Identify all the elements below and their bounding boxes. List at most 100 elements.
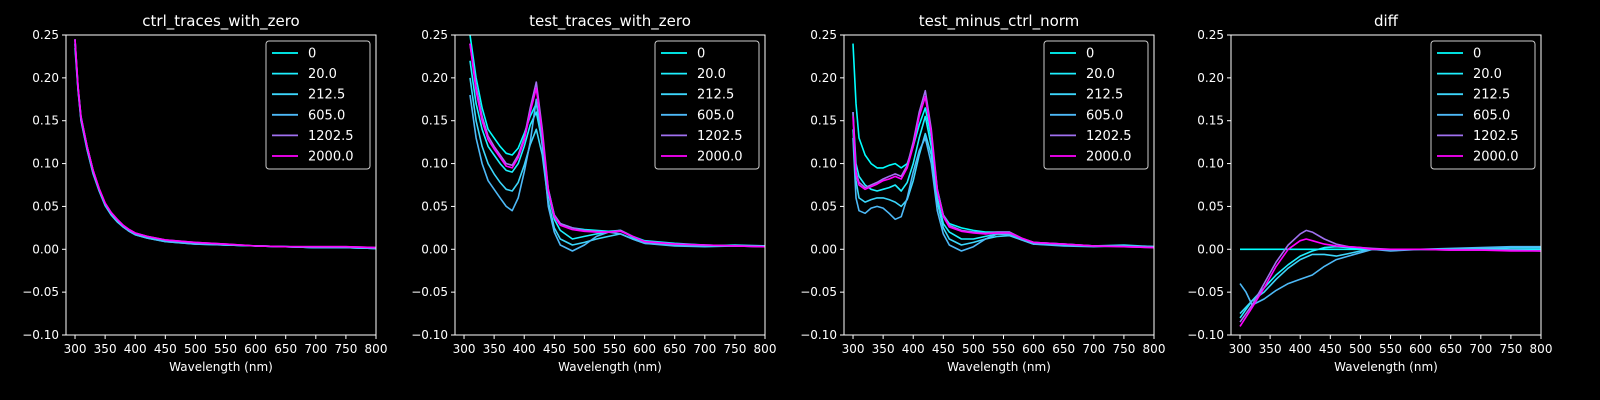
legend-label: 2000.0	[1086, 150, 1132, 165]
y-tick-label: −0.05	[22, 285, 59, 299]
x-tick-label: 450	[932, 342, 955, 356]
y-tick-label: 0.25	[1197, 28, 1224, 42]
series-line-605.0	[469, 94, 765, 252]
y-tick-label: 0.05	[421, 199, 448, 213]
x-axis-label: Wavelength (nm)	[1334, 360, 1438, 374]
y-tick-label: 0.25	[810, 28, 837, 42]
x-tick-label: 750	[334, 342, 357, 356]
x-tick-label: 300	[64, 342, 87, 356]
x-tick-label: 350	[1259, 342, 1282, 356]
legend-label: 1202.5	[1473, 129, 1519, 144]
y-tick-label: 0.10	[421, 157, 448, 171]
legend-label: 0	[697, 47, 705, 62]
x-tick-label: 650	[663, 342, 686, 356]
legend-label: 20.0	[308, 67, 337, 82]
legend-label: 605.0	[697, 108, 734, 123]
x-tick-label: 600	[1022, 342, 1045, 356]
x-tick-label: 700	[1469, 342, 1492, 356]
series-line-2000.0	[852, 95, 1154, 249]
legend-label: 605.0	[308, 108, 345, 123]
x-tick-label: 650	[1052, 342, 1075, 356]
x-tick-label: 600	[244, 342, 267, 356]
series-line-212.5	[1239, 246, 1541, 315]
chart-panel-0: ctrl_traces_with_zero 300 350 400 450 500 550 6…	[22, 12, 387, 374]
x-tick-label: 400	[1289, 342, 1312, 356]
y-tick-label: 0.00	[421, 242, 448, 256]
y-tick-label: −0.10	[1187, 328, 1224, 342]
y-tick-label: 0.15	[1197, 114, 1224, 128]
y-tick-label: 0.00	[1197, 242, 1224, 256]
legend-label: 0	[1473, 47, 1481, 62]
chart-title: ctrl_traces_with_zero	[142, 12, 299, 31]
series-group	[74, 39, 376, 250]
chart-panel-1: test_traces_with_zero 300 350 400 450 500 550 6…	[411, 12, 776, 374]
legend: 0 20.0 212.5 605.0 1202.5 2000.0	[265, 40, 371, 170]
x-tick-label: 550	[1379, 342, 1402, 356]
x-tick-label: 800	[1143, 342, 1166, 356]
legend-label: 20.0	[1086, 67, 1115, 82]
y-tick-label: 0.15	[421, 114, 448, 128]
legend-label: 1202.5	[1086, 129, 1132, 144]
y-tick-label: 0.00	[32, 242, 59, 256]
y-tick-label: 0.05	[810, 199, 837, 213]
chart-panel-3: diff 300 350 400 450 500 550 600 650 700 750 800 −0.…	[1187, 12, 1552, 374]
legend-label: 20.0	[1473, 67, 1502, 82]
chart-title: test_minus_ctrl_norm	[919, 12, 1080, 31]
plot-frame	[454, 34, 766, 336]
legend-label: 2000.0	[697, 150, 743, 165]
x-tick-label: 500	[1349, 342, 1372, 356]
x-tick-label: 400	[513, 342, 536, 356]
series-line-2000.0	[1239, 238, 1541, 327]
legend-label: 212.5	[1473, 88, 1510, 103]
y-tick-label: 0.00	[810, 242, 837, 256]
legend: 0 20.0 212.5 605.0 1202.5 2000.0	[1430, 40, 1536, 170]
y-tick-label: 0.05	[1197, 199, 1224, 213]
y-tick-label: −0.10	[22, 328, 59, 342]
series-line-20.0	[852, 112, 1154, 248]
legend-label: 2000.0	[1473, 150, 1519, 165]
chart-panel-2: test_minus_ctrl_norm 300 350 400 450 500 550 60…	[800, 12, 1165, 374]
series-line-605.0	[852, 137, 1154, 252]
x-axis-label: Wavelength (nm)	[169, 360, 273, 374]
x-tick-label: 450	[154, 342, 177, 356]
legend-label: 1202.5	[697, 129, 743, 144]
x-tick-label: 800	[1530, 342, 1553, 356]
plot-frame	[65, 34, 377, 336]
x-tick-label: 350	[94, 342, 117, 356]
x-tick-label: 800	[365, 342, 388, 356]
y-tick-label: −0.05	[1187, 285, 1224, 299]
x-tick-label: 350	[483, 342, 506, 356]
y-tick-label: 0.10	[32, 157, 59, 171]
x-tick-label: 700	[304, 342, 327, 356]
x-tick-label: 650	[274, 342, 297, 356]
legend-label: 605.0	[1473, 108, 1510, 123]
x-tick-label: 450	[1319, 342, 1342, 356]
series-group	[1239, 229, 1541, 327]
x-tick-label: 500	[962, 342, 985, 356]
x-axis-label: Wavelength (nm)	[947, 360, 1051, 374]
series-group	[852, 43, 1154, 252]
y-tick-label: 0.10	[1197, 157, 1224, 171]
series-line-605.0	[1239, 245, 1541, 306]
legend-label: 1202.5	[308, 129, 354, 144]
x-tick-label: 500	[573, 342, 596, 356]
y-tick-label: 0.25	[421, 28, 448, 42]
legend-label: 0	[1086, 47, 1094, 62]
plot-frame	[1230, 34, 1542, 336]
legend: 0 20.0 212.5 605.0 1202.5 2000.0	[654, 40, 760, 170]
x-tick-label: 650	[1439, 342, 1462, 356]
y-tick-label: 0.10	[810, 157, 837, 171]
legend-label: 212.5	[1086, 88, 1123, 103]
legend-label: 212.5	[308, 88, 345, 103]
y-tick-label: −0.05	[411, 285, 448, 299]
series-line-2000.0	[469, 43, 765, 248]
y-tick-label: 0.25	[32, 28, 59, 42]
x-tick-label: 750	[1112, 342, 1135, 356]
y-tick-label: 0.05	[32, 199, 59, 213]
x-tick-label: 550	[214, 342, 237, 356]
x-tick-label: 550	[603, 342, 626, 356]
x-axis-label: Wavelength (nm)	[558, 360, 662, 374]
x-tick-label: 350	[872, 342, 895, 356]
